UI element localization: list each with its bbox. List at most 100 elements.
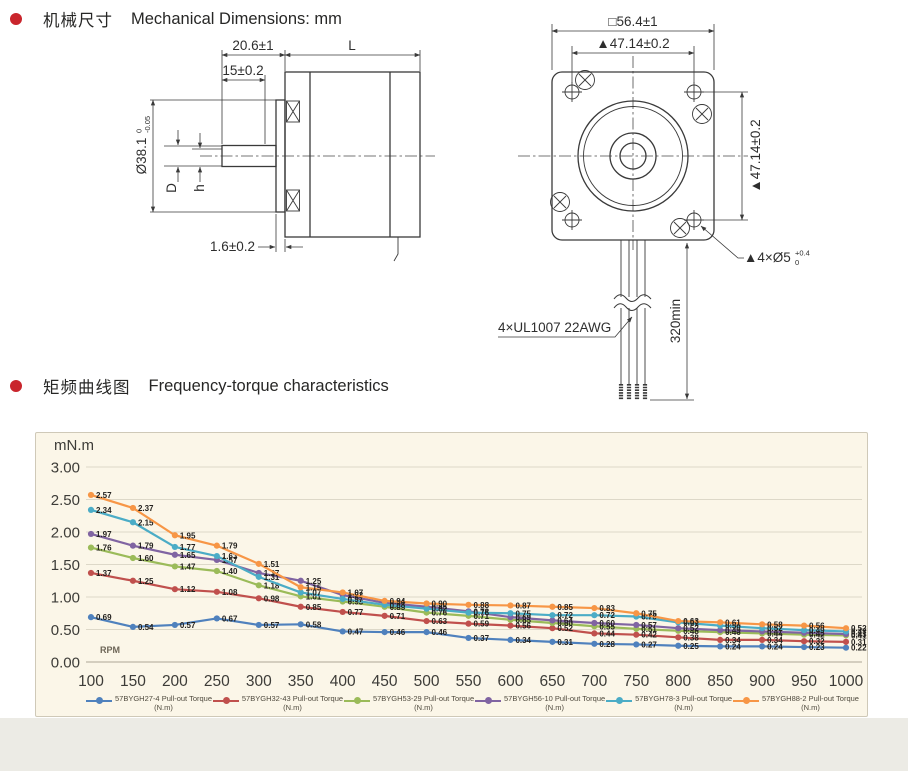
data-point-label: 0.85 — [306, 603, 322, 612]
data-point-label: 0.38 — [683, 633, 699, 642]
x-tick-label: 900 — [749, 673, 775, 690]
data-point-label: 0.54 — [138, 623, 154, 632]
legend-item: 57BYGH56-10 Pull-out Torque (N.m) — [475, 694, 605, 714]
data-point — [800, 622, 808, 629]
data-point-label: 0.57 — [264, 621, 280, 630]
data-point — [717, 627, 724, 634]
data-point — [171, 543, 178, 551]
y-tick-label: 0.00 — [51, 655, 80, 672]
data-point-label: 2.15 — [138, 518, 154, 527]
data-point — [255, 560, 262, 567]
data-point-label: 0.71 — [474, 612, 490, 621]
section-bullet — [10, 13, 22, 25]
data-point-label: 1.15 — [306, 583, 322, 592]
y-tick-label: 2.50 — [51, 492, 80, 509]
legend-label: 57BYGH53-29 Pull-out Torque (N.m) — [372, 693, 475, 713]
legend-marker-icon — [475, 697, 502, 704]
data-point-label: 0.31 — [557, 638, 573, 647]
data-point-label: 0.65 — [515, 616, 531, 625]
data-point-label: 0.31 — [851, 638, 867, 647]
data-point-label: 0.82 — [432, 605, 448, 614]
data-point-label: 0.97 — [348, 595, 364, 604]
data-point-label: 0.87 — [515, 601, 531, 610]
data-point — [633, 641, 640, 648]
data-point — [213, 567, 220, 575]
legend-marker-icon — [212, 697, 239, 704]
torque-section-title: 矩频曲线图 Frequency-torque characteristics — [10, 374, 389, 398]
y-tick-label: 1.00 — [51, 590, 80, 607]
data-point — [507, 602, 514, 609]
x-tick-label: 450 — [372, 673, 398, 690]
data-point — [87, 614, 95, 621]
data-point-label: 0.46 — [432, 628, 448, 637]
data-point — [759, 643, 766, 650]
data-point — [800, 627, 808, 634]
mounting-holes — [562, 82, 704, 230]
data-point-label: 0.57 — [180, 621, 196, 630]
data-point-label: 1.63 — [222, 552, 238, 561]
legend-item: 57BYGH88-2 Pull-out Torque (N.m) — [732, 693, 859, 714]
legend-marker-icon — [732, 697, 759, 704]
x-tick-label: 750 — [623, 673, 649, 690]
data-point-label: 0.34 — [515, 636, 531, 645]
data-point-label: 0.51 — [641, 625, 657, 634]
dim-shaft-dia-label: D — [164, 183, 179, 193]
x-tick-label: 800 — [665, 673, 691, 690]
data-point-label: 0.76 — [474, 609, 490, 618]
dim-boss-shaft-label: 20.6±1 — [232, 38, 273, 53]
data-point-label: 0.69 — [515, 613, 531, 622]
data-point-label: 1.51 — [264, 560, 280, 569]
data-point — [465, 609, 472, 616]
mechanical-title-en: Mechanical Dimensions: mm — [131, 9, 342, 28]
x-tick-label: 500 — [414, 673, 440, 690]
data-point-label: 0.76 — [432, 609, 448, 618]
x-tick-label: 550 — [456, 673, 482, 690]
data-point-label: 0.90 — [432, 600, 448, 609]
data-point — [381, 597, 388, 604]
data-point-label: 0.32 — [809, 637, 825, 646]
data-point-label: 0.43 — [851, 630, 867, 639]
data-point-label: 1.08 — [222, 588, 238, 597]
dim-frame-label: □56.4±1 — [608, 14, 657, 29]
dim-plate-thickness-label: 1.6±0.2 — [210, 239, 255, 254]
data-point — [297, 584, 304, 591]
data-point-label: 1.37 — [96, 569, 112, 578]
data-point — [549, 612, 556, 619]
data-point — [717, 619, 724, 626]
data-point — [675, 617, 682, 625]
dim-flat-label: h — [192, 184, 207, 192]
legend-label: 57BYGH27-4 Pull-out Torque (N.m) — [115, 693, 213, 713]
data-point-label: 0.70 — [641, 613, 657, 622]
wire-spec-label: 4×UL1007 22AWG — [498, 320, 611, 335]
data-point-label: 1.01 — [306, 592, 322, 601]
y-tick-label: 3.00 — [51, 460, 80, 477]
x-tick-label: 400 — [330, 673, 356, 690]
data-point — [800, 643, 808, 651]
data-point-label: 0.60 — [557, 619, 573, 628]
legend-label: 57BYGH88-2 Pull-out Torque (N.m) — [761, 693, 859, 713]
data-point-label: 0.47 — [767, 627, 783, 636]
data-point — [675, 634, 682, 641]
data-point-label: 0.57 — [641, 621, 657, 630]
data-point — [465, 601, 472, 608]
lead-wire — [393, 237, 399, 262]
data-point — [87, 530, 95, 538]
data-point — [549, 625, 556, 632]
data-point-label: 1.47 — [180, 562, 196, 571]
data-point — [129, 554, 137, 562]
data-point-label: 0.22 — [851, 644, 867, 653]
data-point-label: 1.60 — [138, 554, 154, 563]
data-point — [800, 638, 808, 645]
data-point-label: 1.97 — [96, 530, 112, 539]
data-point — [591, 612, 598, 619]
data-point-label: 1.25 — [306, 577, 322, 586]
data-point — [339, 589, 346, 596]
data-point-label: 1.37 — [264, 569, 280, 578]
legend-item: 57BYGH32-43 Pull-out Torque (N.m) — [212, 694, 343, 714]
data-point-label: 0.34 — [767, 636, 783, 645]
data-point — [675, 625, 682, 632]
data-point — [675, 642, 682, 649]
front-view-dimensions — [498, 24, 748, 401]
dim-mount-holes-upper-tol: +0.4 — [795, 249, 810, 258]
data-point-label: 2.34 — [96, 506, 112, 515]
